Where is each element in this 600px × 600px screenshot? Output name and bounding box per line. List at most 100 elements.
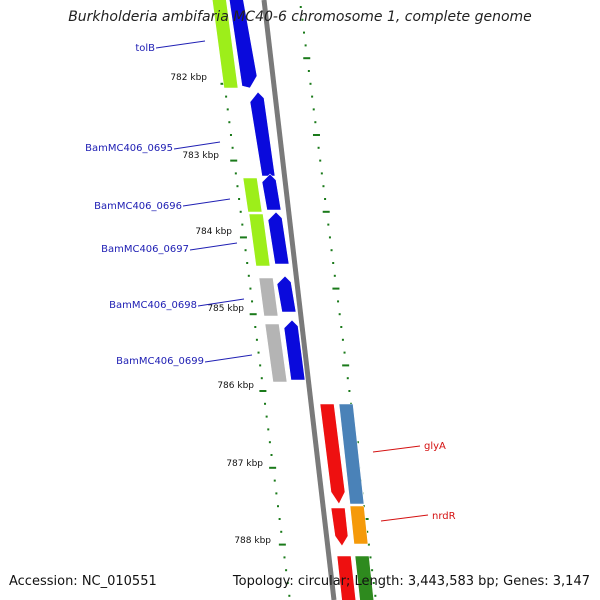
- gene-label-0698[interactable]: BamMC406_0698: [109, 300, 197, 311]
- gene-blue-0698[interactable]: [276, 275, 297, 313]
- left-gene-labels: tolB BamMC406_0695 BamMC406_0696 BamMC40…: [85, 40, 253, 367]
- tick-mark: [264, 402, 267, 405]
- tick-mark: [303, 57, 311, 60]
- tick-mark: [241, 223, 244, 226]
- kbp-label: 783 kbp: [182, 151, 219, 161]
- tick-mark: [283, 556, 286, 559]
- tick-mark: [226, 108, 229, 111]
- tick-mark: [254, 326, 257, 328]
- tick-mark: [225, 95, 228, 98]
- tick-mark: [267, 428, 270, 431]
- tick-mark: [346, 377, 349, 380]
- gene-red-glya[interactable]: [319, 403, 346, 505]
- leader-line: [189, 242, 238, 251]
- right-gene-labels: glyA nrdR: [372, 441, 456, 522]
- tick-mark: [374, 594, 377, 597]
- leader-line: [380, 514, 429, 522]
- gene-gray-0698[interactable]: [258, 277, 279, 317]
- gene-blue-0695[interactable]: [249, 91, 276, 177]
- gene-green-bottom[interactable]: [354, 555, 375, 600]
- tick-mark: [341, 338, 344, 341]
- kbp-label: 787 kbp: [226, 459, 263, 469]
- tick-mark: [260, 377, 263, 380]
- tick-mark: [322, 210, 330, 213]
- gene-label-tolB[interactable]: tolB: [135, 43, 155, 54]
- gene-blue-0699[interactable]: [283, 319, 306, 381]
- accession-text: Accession: NC_010551: [9, 574, 157, 589]
- tick-mark: [367, 543, 370, 546]
- tick-mark: [324, 198, 327, 200]
- tick-mark: [319, 159, 322, 162]
- gene-label-0699[interactable]: BamMC406_0699: [116, 356, 204, 367]
- tick-mark: [259, 390, 267, 392]
- tick-mark: [239, 236, 247, 239]
- kbp-label: 785 kbp: [207, 304, 244, 314]
- tick-mark: [280, 530, 283, 533]
- tick-mark: [246, 262, 249, 264]
- gene-red-nrdr[interactable]: [330, 507, 349, 547]
- gene-label-0695[interactable]: BamMC406_0695: [85, 143, 173, 154]
- kbp-label: 786 kbp: [217, 381, 254, 391]
- gene-lime-top[interactable]: [211, 0, 239, 89]
- gene-lime-0697[interactable]: [248, 213, 271, 267]
- tick-mark: [304, 44, 307, 47]
- tick-mark: [317, 146, 320, 149]
- tick-mark: [285, 569, 288, 572]
- tick-mark: [332, 262, 335, 264]
- kbp-label: 788 kbp: [234, 536, 271, 546]
- tick-mark: [268, 441, 271, 444]
- gene-label-0697[interactable]: BamMC406_0697: [101, 244, 189, 255]
- tick-mark: [372, 582, 375, 584]
- tick-mark: [311, 95, 314, 98]
- gene-red-bottom[interactable]: [336, 555, 357, 600]
- tick-mark: [229, 134, 232, 136]
- gene-gray-0699[interactable]: [264, 323, 288, 383]
- tick-mark: [322, 185, 325, 188]
- tick-mark: [231, 146, 234, 149]
- tick-mark: [333, 274, 336, 277]
- tick-mark: [366, 530, 369, 533]
- tick-mark: [249, 313, 257, 316]
- kbp-scale: 782 kbp 783 kbp 784 kbp 785 kbp 786 kbp …: [170, 73, 271, 546]
- gene-blue-0696[interactable]: [261, 173, 282, 211]
- tick-mark: [255, 338, 258, 341]
- tick-mark: [257, 351, 260, 354]
- tick-mark: [239, 210, 242, 213]
- leader-line: [182, 198, 231, 207]
- tick-mark: [338, 313, 341, 316]
- tick-mark: [278, 518, 281, 520]
- tick-mark: [249, 287, 252, 290]
- tick-mark: [343, 351, 346, 354]
- gene-blue-top[interactable]: [228, 0, 258, 89]
- gene-label-glyA[interactable]: glyA: [424, 441, 446, 452]
- gene-lime-0696[interactable]: [242, 177, 263, 213]
- tick-mark: [234, 172, 237, 175]
- tick-mark: [299, 6, 302, 8]
- tick-mark: [238, 198, 241, 200]
- gene-label-0696[interactable]: BamMC406_0696: [94, 201, 182, 212]
- gene-label-nrdR[interactable]: nrdR: [432, 511, 456, 522]
- tick-mark: [314, 121, 317, 124]
- tick-mark: [276, 505, 279, 508]
- tick-mark: [332, 287, 340, 290]
- leader-line: [372, 445, 421, 453]
- kbp-label: 784 kbp: [195, 227, 232, 237]
- tick-mark: [244, 249, 247, 252]
- tick-mark: [312, 134, 320, 136]
- gene-orange-nrdr[interactable]: [349, 505, 369, 545]
- gene-steel-glya[interactable]: [338, 403, 365, 505]
- tick-mark: [275, 492, 278, 495]
- leader-line: [197, 298, 245, 307]
- tick-mark: [312, 108, 315, 111]
- tick-mark: [309, 82, 312, 85]
- page-title: Burkholderia ambifaria MC40-6 chromosome…: [68, 9, 532, 25]
- tick-mark: [265, 415, 268, 418]
- tick-mark: [230, 159, 238, 162]
- tick-mark: [278, 543, 286, 546]
- tick-mark: [236, 185, 239, 188]
- gene-blue-0697[interactable]: [267, 211, 290, 265]
- tick-mark: [273, 479, 276, 482]
- tick-mark: [228, 121, 231, 124]
- topology-text: Topology: circular; Length: 3,443,583 bp…: [232, 574, 590, 589]
- chromosome-backbone: [261, 0, 337, 600]
